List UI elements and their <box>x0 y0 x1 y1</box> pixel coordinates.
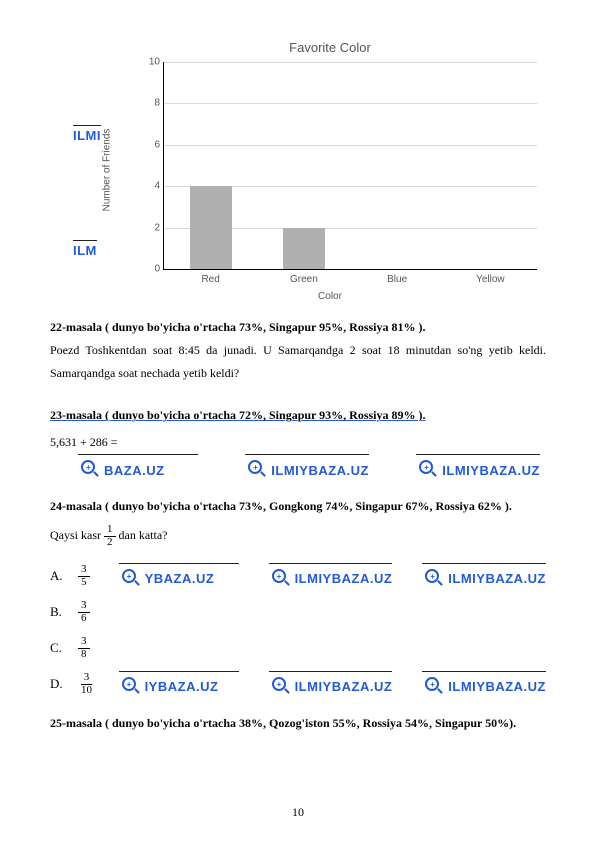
magnifier-icon: + <box>119 676 141 698</box>
q24-prompt-post: dan katta? <box>119 528 168 542</box>
fraction-numerator: 3 <box>81 672 93 685</box>
chart-y-tick: 2 <box>144 222 160 233</box>
option-letter: A. <box>50 568 78 584</box>
watermark-row-2: + YBAZA.UZ + ILMIYBAZA.UZ + ILMIYBAZA.UZ <box>119 563 546 590</box>
fraction-numerator: 1 <box>104 524 116 537</box>
chart-x-tick: Yellow <box>476 274 505 285</box>
watermark-logo: + IYBAZA.UZ <box>119 671 239 698</box>
fraction-numerator: 3 <box>78 636 90 649</box>
fraction: 3 8 <box>78 636 90 660</box>
watermark-text: ILMIYBAZA.UZ <box>271 463 369 478</box>
watermark-logo: + ILMIYBAZA.UZ <box>269 671 393 698</box>
watermark-logo: + ILMIYBAZA.UZ <box>416 454 540 481</box>
option-c: C. 3 8 <box>50 630 546 666</box>
fraction-denominator: 8 <box>78 649 90 661</box>
fraction: 1 2 <box>104 524 116 548</box>
chart-y-tick: 0 <box>144 264 160 275</box>
option-letter: C. <box>50 640 78 656</box>
q24-heading: 24-masala ( dunyo bo'yicha o'rtacha 73%,… <box>50 495 546 518</box>
chart-y-tick: 6 <box>144 139 160 150</box>
magnifier-icon: + <box>245 459 267 481</box>
watermark-text: ILMIYBAZA.UZ <box>295 571 393 586</box>
watermark-logo: + ILMIYBAZA.UZ <box>422 671 546 698</box>
watermark-text: YBAZA.UZ <box>145 571 215 586</box>
chart-y-tick: 4 <box>144 181 160 192</box>
chart-x-tick: Red <box>201 274 219 285</box>
fraction-denominator: 2 <box>104 537 116 549</box>
chart-bar <box>190 186 232 269</box>
fraction: 3 10 <box>78 672 95 696</box>
watermark-logo: + ILMIYBAZA.UZ <box>422 563 546 590</box>
watermark-logo: + YBAZA.UZ <box>119 563 239 590</box>
magnifier-icon: + <box>416 459 438 481</box>
q24-prompt-pre: Qaysi kasr <box>50 528 104 542</box>
q24-prompt: Qaysi kasr 1 2 dan katta? <box>50 524 546 548</box>
chart-plot-area: 0246810RedGreenBlueYellow <box>163 62 537 270</box>
fraction: 3 6 <box>78 600 90 624</box>
q24-options: A. 3 5 + YBAZA.UZ + ILMIYBAZA.UZ + ILMIY… <box>50 558 546 702</box>
magnifier-icon: + <box>422 568 444 590</box>
watermark-text: ILMIYBAZA.UZ <box>448 571 546 586</box>
option-letter: B. <box>50 604 78 620</box>
watermark-ilmi: ILMI <box>73 125 101 143</box>
favorite-color-chart: Favorite Color Number of Friends ILMI IL… <box>115 40 545 300</box>
chart-y-tick: 10 <box>144 57 160 68</box>
watermark-logo: + ILMIYBAZA.UZ <box>245 454 369 481</box>
fraction-numerator: 3 <box>78 600 90 613</box>
watermark-text: BAZA.UZ <box>104 463 165 478</box>
option-letter: D. <box>50 676 78 692</box>
watermark-logo: + ILMIYBAZA.UZ <box>269 563 393 590</box>
fraction-denominator: 6 <box>78 613 90 625</box>
chart-gridline <box>164 62 537 63</box>
fraction-denominator: 5 <box>78 577 90 589</box>
option-b: B. 3 6 <box>50 594 546 630</box>
q25-heading: 25-masala ( dunyo bo'yicha o'rtacha 38%,… <box>50 712 546 735</box>
fraction-numerator: 3 <box>78 564 90 577</box>
chart-y-axis-label: Number of Friends <box>102 129 113 212</box>
q23-expression: 5,631 + 286 = <box>50 435 118 450</box>
chart-x-tick: Blue <box>387 274 407 285</box>
magnifier-icon: + <box>78 459 100 481</box>
chart-bar <box>283 228 325 269</box>
watermark-text: ILMIYBAZA.UZ <box>295 679 393 694</box>
option-d: D. 3 10 <box>50 666 99 702</box>
fraction: 3 5 <box>78 564 90 588</box>
chart-title: Favorite Color <box>115 40 545 55</box>
chart-x-tick: Green <box>290 274 318 285</box>
magnifier-icon: + <box>422 676 444 698</box>
watermark-text: ILMIYBAZA.UZ <box>442 463 540 478</box>
watermark-logo: + BAZA.UZ <box>78 454 198 481</box>
page-number: 10 <box>0 805 596 820</box>
chart-x-axis-label: Color <box>115 291 545 302</box>
magnifier-icon: + <box>269 676 291 698</box>
magnifier-icon: + <box>269 568 291 590</box>
watermark-ilm: ILM <box>73 240 97 258</box>
q22-text: Poezd Toshkentdan soat 8:45 da junadi. U… <box>50 343 546 380</box>
chart-gridline <box>164 103 537 104</box>
q22-block: 22-masala ( dunyo bo'yicha o'rtacha 73%,… <box>50 316 546 384</box>
magnifier-icon: + <box>119 568 141 590</box>
watermark-row-1: + BAZA.UZ + ILMIYBAZA.UZ + ILMIYBAZA.UZ <box>50 454 546 481</box>
watermark-text: IYBAZA.UZ <box>145 679 219 694</box>
fraction-denominator: 10 <box>78 685 95 697</box>
option-a: A. 3 5 <box>50 558 99 594</box>
q22-heading: 22-masala ( dunyo bo'yicha o'rtacha 73%,… <box>50 320 426 334</box>
watermark-text: ILMIYBAZA.UZ <box>448 679 546 694</box>
watermark-row-3: + IYBAZA.UZ + ILMIYBAZA.UZ + ILMIYBAZA.U… <box>119 671 546 698</box>
chart-y-tick: 8 <box>144 98 160 109</box>
q23-heading: 23-masala ( dunyo bo'yicha o'rtacha 72%,… <box>50 404 546 427</box>
chart-gridline <box>164 145 537 146</box>
